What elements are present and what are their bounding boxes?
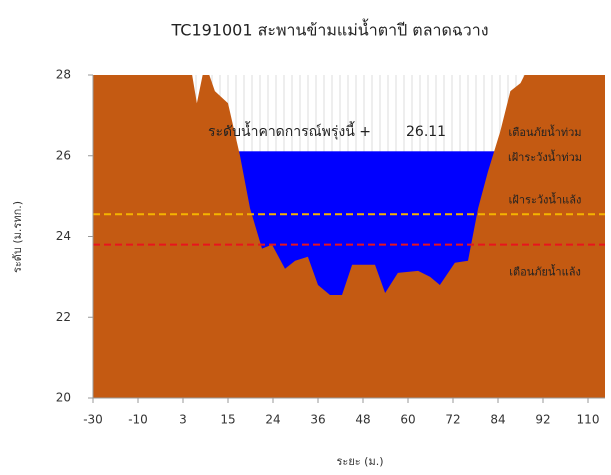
x-tick-label: 36 [310, 413, 325, 427]
x-tick-label: 24 [265, 413, 280, 427]
x-tick-label: 72 [445, 413, 460, 427]
water-level-value: 26.11 [406, 124, 446, 140]
x-tick-label: 92 [535, 413, 550, 427]
ground-area [93, 75, 605, 398]
x-tick-label: 3 [179, 413, 187, 427]
x-tick-label: 60 [400, 413, 415, 427]
x-tick-label: -10 [128, 413, 148, 427]
y-tick-label: 20 [56, 391, 71, 405]
y-tick-label: 24 [56, 229, 71, 243]
x-axis-label: ระยะ (ม.) [337, 455, 384, 468]
threshold-label: เตือนภัยน้ำแล้ง [509, 264, 581, 279]
annotation: เฝ้าระวังน้ำท่วม [508, 149, 582, 164]
chart-title: TC191001 สะพานข้ามแม่น้ำตาปี ตลาดฉวาง [170, 19, 488, 40]
y-tick-label: 28 [56, 68, 71, 82]
x-tick-label: 15 [220, 413, 235, 427]
x-tick-label: 84 [490, 413, 505, 427]
annotation: เตือนภัยน้ำท่วม [508, 124, 581, 139]
x-tick-label: 110 [577, 413, 600, 427]
y-tick-label: 26 [56, 148, 71, 162]
x-tick-label: -30 [83, 413, 103, 427]
threshold-label: เฝ้าระวังน้ำแล้ง [509, 191, 582, 206]
water-level-label: ระดับน้ำคาดการณ์พรุ่งนี้ + [208, 121, 371, 140]
x-tick-label: 48 [355, 413, 370, 427]
y-axis-label: ระดับ (ม.รทก.) [11, 201, 24, 273]
y-tick-label: 22 [56, 310, 71, 324]
